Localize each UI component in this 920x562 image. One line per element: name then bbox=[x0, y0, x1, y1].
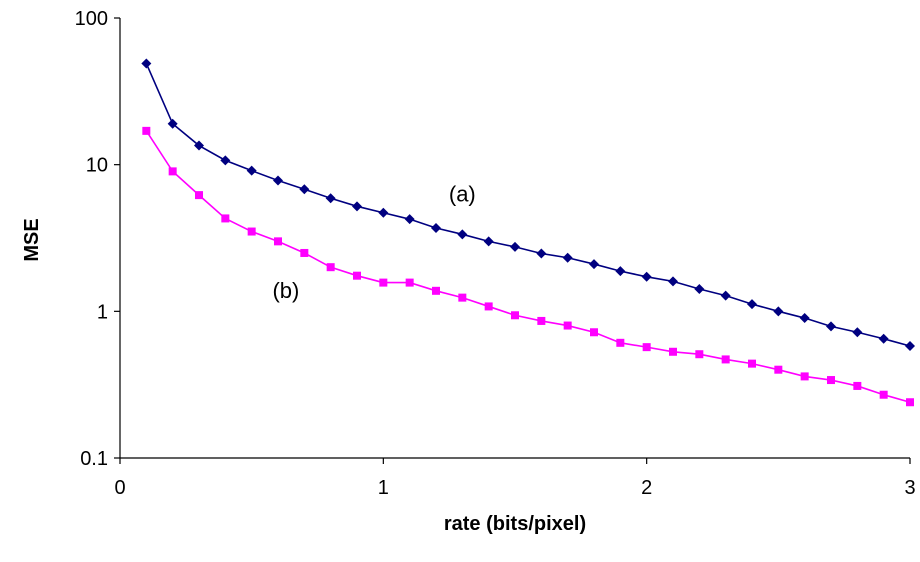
data-point-diamond bbox=[325, 193, 336, 204]
data-point-diamond bbox=[352, 201, 362, 212]
data-point-square bbox=[590, 328, 598, 337]
data-point-diamond bbox=[141, 58, 152, 69]
x-axis-ticks: 0 1 2 3 bbox=[114, 458, 916, 499]
data-point-diamond bbox=[510, 241, 520, 252]
data-point-square bbox=[879, 390, 888, 399]
data-point-diamond bbox=[273, 175, 283, 186]
data-point-diamond bbox=[378, 207, 389, 218]
data-point-diamond bbox=[194, 140, 204, 151]
data-point-square bbox=[221, 214, 230, 223]
data-point-diamond bbox=[826, 321, 836, 332]
plot-area bbox=[119, 18, 910, 459]
series-a-label: (a) bbox=[449, 181, 476, 206]
data-point-square bbox=[247, 227, 256, 236]
series-line bbox=[145, 63, 911, 347]
y-tick-label: 10 bbox=[86, 155, 108, 177]
data-point-square bbox=[695, 350, 704, 359]
data-point-square bbox=[800, 372, 809, 381]
data-point-diamond bbox=[246, 165, 257, 176]
data-point-square bbox=[669, 347, 677, 356]
y-tick-label: 0.1 bbox=[80, 448, 108, 470]
data-point-diamond bbox=[220, 155, 231, 166]
data-point-diamond bbox=[562, 252, 573, 263]
data-point-diamond bbox=[299, 184, 310, 195]
data-point-diamond bbox=[483, 236, 494, 247]
series-annotations: (a) (b) bbox=[272, 181, 475, 303]
data-point-square bbox=[274, 237, 282, 246]
data-point-square bbox=[642, 343, 651, 352]
data-point-diamond bbox=[878, 333, 889, 344]
series-line bbox=[145, 130, 911, 404]
data-point-diamond bbox=[589, 259, 599, 270]
data-point-square bbox=[827, 376, 835, 385]
data-point-square bbox=[774, 365, 783, 374]
data-point-diamond bbox=[668, 276, 678, 287]
data-point-diamond bbox=[747, 299, 757, 310]
data-point-square bbox=[537, 316, 546, 325]
data-point-square bbox=[432, 286, 440, 295]
data-point-diamond bbox=[694, 283, 705, 294]
y-axis-ticks: 0.1 1 10 100 bbox=[75, 8, 120, 470]
data-point-square bbox=[748, 359, 756, 368]
data-point-diamond bbox=[799, 313, 810, 324]
data-point-square bbox=[721, 355, 730, 364]
data-point-square bbox=[511, 311, 519, 320]
x-tick-label: 0 bbox=[114, 477, 125, 499]
x-tick-label: 2 bbox=[641, 477, 652, 499]
data-point-square bbox=[906, 398, 914, 407]
series-a bbox=[141, 58, 915, 352]
data-point-square bbox=[300, 248, 309, 257]
series-b bbox=[142, 126, 914, 407]
y-tick-label: 1 bbox=[97, 301, 108, 323]
data-point-diamond bbox=[536, 248, 547, 259]
data-point-diamond bbox=[773, 306, 784, 317]
data-point-diamond bbox=[431, 222, 441, 233]
data-point-square bbox=[353, 271, 361, 280]
data-point-square bbox=[195, 191, 203, 200]
data-point-diamond bbox=[615, 266, 626, 277]
y-tick-label: 100 bbox=[75, 8, 108, 30]
data-point-diamond bbox=[641, 271, 652, 282]
data-point-square bbox=[168, 167, 177, 176]
x-tick-label: 1 bbox=[378, 477, 389, 499]
data-point-square bbox=[326, 263, 335, 272]
series-layer bbox=[141, 58, 915, 407]
data-point-square bbox=[563, 321, 572, 330]
data-point-square bbox=[405, 278, 414, 287]
y-axis-title: MSE bbox=[21, 218, 43, 261]
data-point-square bbox=[616, 338, 625, 347]
data-point-square bbox=[458, 293, 467, 302]
x-axis-title: rate (bits/pixel) bbox=[444, 513, 586, 535]
data-point-diamond bbox=[905, 341, 915, 352]
data-point-diamond bbox=[167, 118, 178, 129]
data-point-square bbox=[142, 126, 151, 135]
data-point-diamond bbox=[404, 214, 415, 225]
x-tick-label: 3 bbox=[904, 477, 915, 499]
data-point-diamond bbox=[720, 290, 731, 301]
data-point-square bbox=[853, 381, 862, 390]
data-point-square bbox=[379, 278, 388, 287]
data-point-diamond bbox=[457, 229, 468, 240]
data-point-diamond bbox=[852, 327, 863, 338]
data-point-square bbox=[484, 302, 493, 311]
series-b-label: (b) bbox=[272, 278, 299, 303]
